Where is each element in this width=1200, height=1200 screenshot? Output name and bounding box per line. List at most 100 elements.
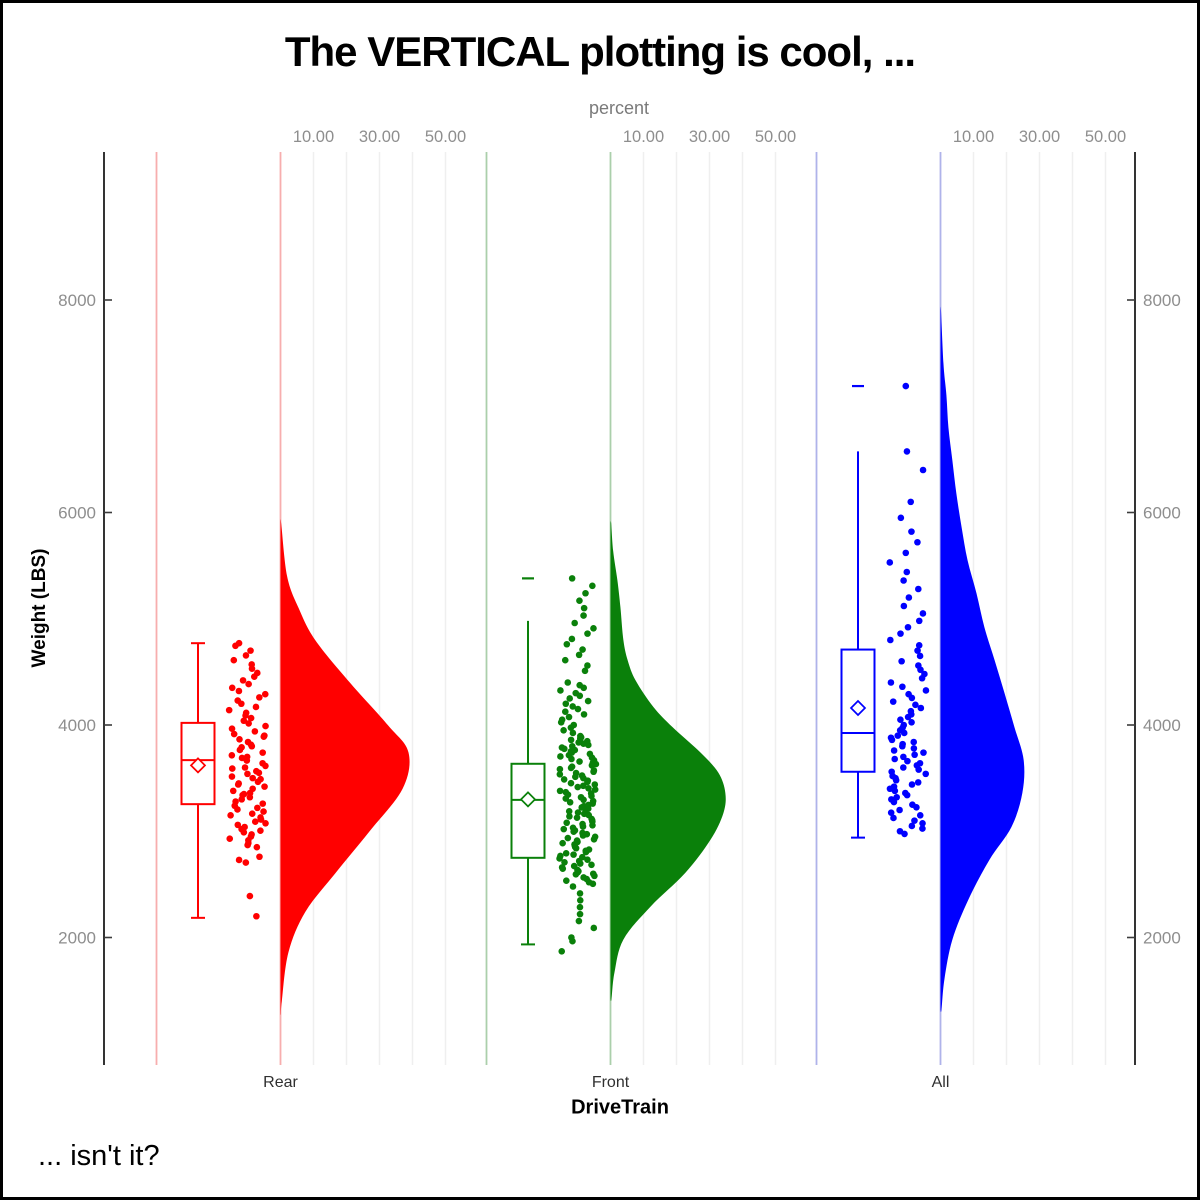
jitter-point-all — [902, 382, 910, 390]
jitter-point-front — [579, 820, 586, 828]
jitter-point-front — [580, 604, 588, 612]
jitter-point-front — [585, 846, 593, 853]
jitter-point-rear — [242, 859, 250, 866]
jitter-point-front — [566, 695, 573, 702]
jitter-point-rear — [235, 639, 243, 647]
jitter-point-front — [570, 862, 578, 870]
jitter-point-rear — [228, 751, 236, 759]
jitter-point-front — [579, 646, 586, 653]
jitter-point-front — [578, 772, 586, 779]
jitter-point-all — [915, 617, 923, 625]
jitter-point-rear — [244, 770, 251, 778]
jitter-point-all — [919, 466, 927, 474]
jitter-point-all — [889, 698, 897, 705]
box-front — [510, 762, 546, 859]
violin-front — [610, 521, 726, 1002]
jitter-point-all — [896, 827, 904, 835]
jitter-point-all — [914, 779, 922, 786]
jitter-point-front — [566, 813, 573, 820]
jitter-point-all — [890, 747, 898, 754]
jitter-point-front — [577, 732, 584, 740]
jitter-point-all — [915, 662, 922, 669]
jitter-point-front — [569, 824, 577, 832]
jitter-point-front — [577, 793, 585, 801]
jitter-point-front — [581, 667, 589, 675]
jitter-point-all — [898, 657, 905, 665]
jitter-point-front — [562, 700, 570, 708]
jitter-point-all — [905, 690, 912, 698]
jitter-point-front — [566, 799, 574, 806]
violin-all — [940, 306, 1025, 1013]
jitter-point-rear — [259, 749, 266, 756]
mean-diamond-front — [519, 791, 537, 808]
jitter-point-rear — [248, 810, 256, 818]
jitter-point-front — [569, 883, 577, 890]
jitter-point-front — [564, 679, 572, 686]
jitter-point-front — [572, 769, 580, 777]
jitter-point-front — [576, 681, 583, 689]
jitter-point-all — [897, 514, 905, 522]
jitter-point-all — [887, 734, 895, 742]
jitter-point-front — [568, 934, 575, 941]
jitter-point-front — [573, 837, 581, 844]
jitter-point-rear — [249, 774, 256, 782]
jitter-point-all — [897, 630, 904, 637]
jitter-point-all — [890, 814, 897, 822]
jitter-point-all — [905, 594, 913, 601]
jitter-point-front — [557, 687, 564, 694]
jitter-point-front — [591, 786, 599, 793]
percent-axis-label: percent — [588, 98, 650, 118]
jitter-point-front — [585, 785, 592, 792]
jitter-point-all — [922, 687, 930, 694]
jitter-point-front — [558, 948, 566, 955]
jitter-point-rear — [242, 709, 250, 717]
jitter-point-front — [557, 753, 564, 760]
group-front — [510, 521, 726, 1002]
jitter-point-all — [894, 732, 902, 739]
jitter-point-rear — [253, 912, 260, 920]
jitter-point-rear — [228, 765, 236, 772]
jitter-point-rear — [254, 669, 261, 677]
percent-tick-label-all-30: 30.00 — [1019, 128, 1060, 146]
percent-tick-label-all-50: 50.00 — [1085, 128, 1126, 146]
footnote-text: ... isn't it? — [38, 1140, 160, 1172]
jitter-point-all — [921, 670, 928, 678]
jitter-point-front — [568, 742, 576, 750]
jitter-point-all — [904, 757, 911, 765]
jitter-point-rear — [230, 656, 238, 664]
jitter-point-all — [907, 707, 915, 715]
jitter-point-front — [582, 589, 589, 597]
jitter-point-rear — [251, 818, 259, 825]
jitter-point-all — [896, 806, 903, 814]
jitter-point-rear — [242, 652, 250, 659]
jitter-point-rear — [238, 744, 245, 751]
jitter-point-all — [900, 753, 907, 761]
jitter-point-rear — [246, 892, 254, 900]
jitter-point-rear — [239, 677, 247, 684]
y-tick-label-left-6000: 6000 — [58, 504, 96, 523]
jitter-point-front — [589, 582, 596, 590]
jitter-point-rear — [247, 647, 254, 654]
jitter-point-rear — [235, 687, 243, 695]
jitter-point-front — [573, 814, 581, 821]
jitter-point-all — [908, 781, 916, 788]
jitter-point-front — [584, 630, 591, 637]
jitter-point-rear — [261, 732, 268, 739]
jitter-point-front — [569, 729, 577, 737]
jitter-point-front — [584, 662, 591, 669]
jitter-point-all — [908, 528, 915, 535]
jitter-point-front — [576, 897, 584, 904]
jitter-point-rear — [225, 706, 233, 714]
jitter-point-rear — [235, 780, 242, 787]
jitter-point-front — [563, 819, 571, 827]
jitter-point-front — [576, 758, 583, 765]
jitter-point-front — [567, 779, 575, 787]
jitter-point-rear — [240, 717, 248, 725]
jitter-point-rear — [243, 753, 251, 761]
jitter-point-front — [590, 625, 597, 632]
jitter-point-front — [562, 788, 570, 796]
jitter-point-all — [922, 770, 930, 778]
jitter-point-front — [576, 903, 584, 911]
